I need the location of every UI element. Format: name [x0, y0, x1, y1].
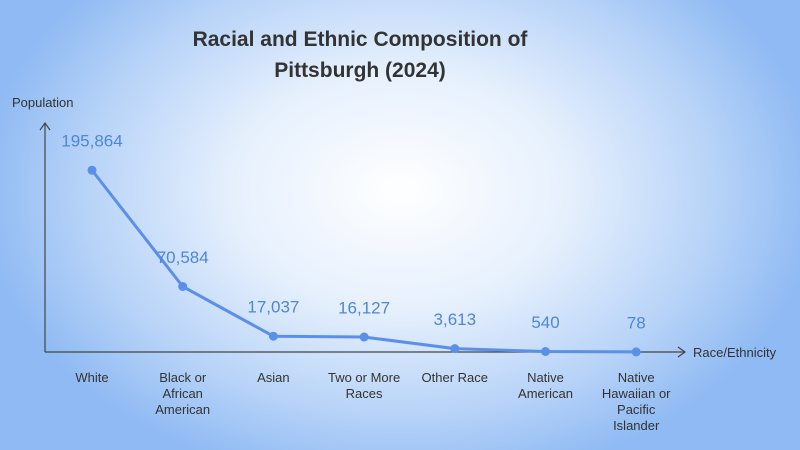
data-point [450, 344, 460, 354]
data-label: 3,613 [434, 310, 477, 329]
x-tick-label: Native American [518, 370, 573, 401]
x-axis-arrow [677, 346, 687, 358]
y-axis-arrow [39, 121, 51, 131]
data-point [268, 331, 278, 341]
y-axis-label: Population [12, 95, 74, 110]
x-tick-label: Native Hawaiian or Pacific Islander [601, 370, 671, 433]
data-point [87, 165, 97, 175]
data-point [541, 346, 550, 356]
x-tick-label: White [75, 370, 109, 385]
x-tick-label: Asian [257, 370, 290, 385]
data-point [359, 332, 369, 342]
data-label: 70,584 [157, 248, 209, 267]
data-label: 16,127 [338, 299, 390, 318]
x-tick-label: Other Race [421, 370, 489, 385]
data-point [178, 281, 188, 291]
chart-title: Racial and Ethnic Composition of Pittsbu… [192, 28, 528, 82]
data-label: 540 [531, 313, 559, 332]
data-label: 17,037 [247, 298, 299, 317]
x-tick-label: Black or African American [155, 370, 211, 417]
data-label: 195,864 [61, 132, 122, 151]
x-axis-label: Race/Ethnicity [693, 345, 777, 360]
data-label: 78 [627, 313, 646, 332]
x-tick-label: Two or More Races [327, 370, 401, 401]
data-point [631, 347, 641, 357]
